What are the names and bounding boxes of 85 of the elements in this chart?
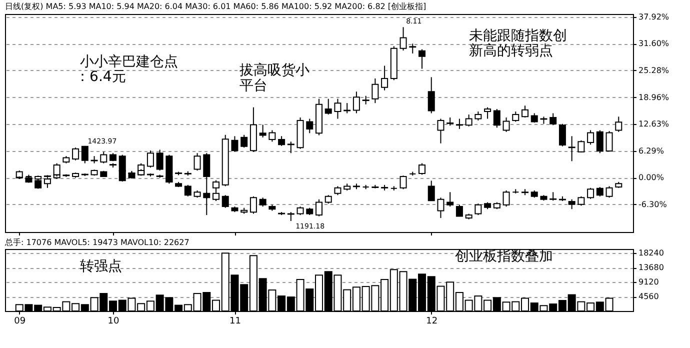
chart-title: 总手: 17076 MAVOL5: 19473 MAVOL10: 22627 [4,238,190,247]
candlestick [287,141,294,154]
candlestick [372,78,379,104]
candlestick [502,116,510,132]
annotation: 新高的转弱点 [468,43,553,60]
candlestick [558,123,566,147]
candlestick [306,118,314,134]
candlestick [606,186,613,198]
candlestick [428,180,435,202]
candlestick [530,112,538,124]
candlestick [118,154,126,182]
candlestick [156,149,164,171]
candlestick [324,98,332,116]
candlestick [418,162,426,176]
candlestick [44,177,51,188]
candlestick [606,130,613,152]
candlestick [400,26,407,51]
candlestick [512,111,520,122]
annotation: 平台 [239,78,268,94]
y-tick-label: 31.60% [638,39,670,48]
y-tick-label: 0.00% [638,173,664,182]
candlestick [456,204,463,217]
y-tick-label: 13680 [638,263,664,272]
y-tick-label: 4560 [638,292,659,301]
candlestick [437,118,444,144]
candlestick [568,136,576,162]
annotation: 转强点 [80,258,122,274]
candlestick [81,145,88,164]
x-tick-label: 12 [426,316,438,326]
candlestick [334,98,342,120]
candlestick [400,175,407,190]
candlestick [596,186,604,197]
candlestick [437,197,444,219]
y-tick-label: 12.63% [638,120,670,129]
candlestick [53,162,60,177]
candlestick [615,116,622,132]
y-tick-label: 25.28% [638,66,670,75]
candlestick [493,108,500,128]
candlestick [72,147,80,161]
candlestick [522,105,528,118]
x-tick-label: 11 [230,316,241,326]
candlestick [465,114,472,127]
candlestick [240,134,248,148]
candlestick [381,65,388,91]
y-tick-label: 9120 [638,278,659,287]
candlestick [568,198,576,210]
annotation: 未能跟随指数创 [468,28,567,44]
y-tick-label: 37.92% [638,12,670,22]
x-tick-label: 10 [108,316,120,326]
annotation: 小小辛巴建仓点 [80,54,178,70]
candlestick [587,187,594,200]
candlestick [268,130,276,142]
candlestick [456,118,463,130]
candlestick [278,136,286,146]
chart-title: 日线(复权) MA5: 5.93 MA10: 5.94 MA20: 6.04 MA30: 6.01 MA60: 5.86 MA100: 5.92 MA200: 6.82 [创业板指] [5,2,426,11]
candlestick [587,130,594,146]
y-tick-label: 18240 [638,248,664,258]
candlestick [446,192,454,208]
candlestick [578,196,585,206]
candlestick [484,106,492,120]
candlestick [316,198,322,217]
y-tick-label: 6.29% [638,146,664,156]
y-tick-label: -6.30% [638,200,668,209]
candlestick [259,124,266,138]
candlestick [231,136,238,152]
candlestick [250,196,257,214]
candlestick [428,76,435,114]
annotation: 拔高吸货小 [239,62,310,79]
candlestick [418,48,426,70]
candlestick [474,203,482,216]
candlestick [409,43,416,54]
candlestick [596,130,604,154]
candlestick [194,152,201,171]
annotation: ：6.4元 [76,69,126,86]
y-tick-label: 18.96% [638,92,670,102]
candlestick [222,194,229,208]
candlestick [203,152,210,216]
candlestick [550,112,557,126]
candlestick [502,190,510,208]
candlestick [578,140,585,153]
candlestick [184,184,192,197]
x-tick-label: 09 [14,316,26,326]
candlestick [100,151,108,164]
candlestick [352,91,360,114]
candlestick [146,150,154,168]
